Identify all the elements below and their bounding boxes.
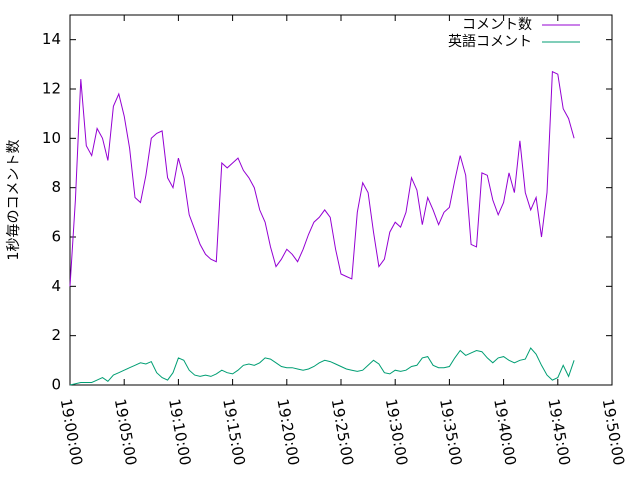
x-tick-label: 19:15:00 [219, 397, 248, 466]
x-tick-label: 19:40:00 [490, 397, 519, 466]
x-tick-label: 19:00:00 [57, 397, 86, 466]
x-tick-label: 19:50:00 [599, 397, 628, 466]
x-tick-label: 19:05:00 [111, 397, 140, 466]
legend-label: 英語コメント [448, 33, 532, 50]
y-tick-label: 6 [51, 228, 61, 246]
x-tick-label: 19:45:00 [544, 397, 573, 466]
plot-border [69, 14, 613, 386]
y-tick-label: 10 [42, 129, 61, 147]
y-tick-label: 4 [51, 277, 61, 295]
y-tick-label: 14 [42, 30, 61, 48]
y-axis-label: 1秒毎のコメント数 [6, 140, 22, 261]
y-tick-label: 12 [42, 80, 61, 98]
x-tick-label: 19:20:00 [273, 397, 302, 466]
y-tick-label: 0 [51, 376, 61, 394]
series-line [69, 347, 575, 386]
x-tick-label: 19:35:00 [436, 397, 465, 466]
y-tick-label: 2 [51, 326, 61, 344]
x-tick-label: 19:25:00 [328, 397, 357, 466]
y-tick-label: 8 [51, 178, 61, 196]
x-tick-label: 19:30:00 [382, 397, 411, 466]
series-line [69, 70, 575, 287]
x-tick-label: 19:10:00 [165, 397, 194, 466]
legend-label: コメント数 [462, 17, 532, 33]
